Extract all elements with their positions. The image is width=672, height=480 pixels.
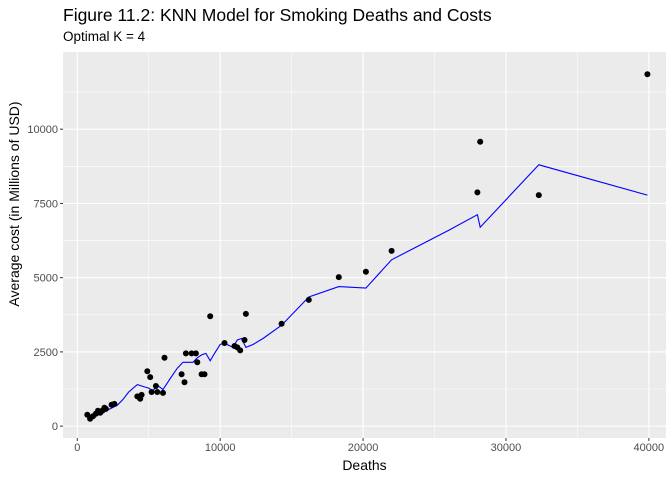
data-point bbox=[388, 247, 395, 254]
data-point bbox=[147, 374, 154, 381]
data-point bbox=[111, 400, 118, 407]
data-point bbox=[242, 310, 249, 317]
data-point bbox=[148, 389, 155, 395]
y-tick-label: 2500 bbox=[34, 347, 58, 359]
data-point bbox=[182, 350, 189, 357]
data-point bbox=[362, 268, 369, 275]
data-point bbox=[305, 296, 312, 303]
x-tick-label: 0 bbox=[74, 442, 80, 454]
y-tick-label: 10000 bbox=[27, 124, 58, 136]
data-point bbox=[644, 71, 651, 78]
data-point bbox=[194, 359, 201, 366]
x-tick-label: 20000 bbox=[348, 442, 379, 454]
x-tick-label: 10000 bbox=[205, 442, 236, 454]
minor-gridlines bbox=[63, 52, 666, 438]
data-point bbox=[138, 391, 145, 398]
chart-subtitle: Optimal K = 4 bbox=[63, 29, 146, 44]
y-tick-label: 5000 bbox=[34, 273, 58, 285]
data-point bbox=[161, 354, 168, 361]
data-point bbox=[160, 389, 166, 396]
data-point bbox=[152, 383, 159, 389]
data-point bbox=[237, 347, 244, 354]
knn-fit-line bbox=[87, 164, 648, 417]
data-point bbox=[181, 379, 188, 386]
data-point bbox=[201, 371, 208, 378]
data-points bbox=[84, 71, 651, 422]
data-point bbox=[207, 313, 214, 320]
y-tick-label: 7500 bbox=[34, 198, 58, 210]
data-point bbox=[535, 192, 542, 199]
data-point bbox=[477, 138, 484, 145]
y-axis-ticks: 0 2500 5000 7500 10000 bbox=[27, 124, 63, 433]
data-point bbox=[278, 320, 285, 327]
chart-title: Figure 11.2: KNN Model for Smoking Death… bbox=[63, 5, 492, 25]
x-axis-label: Deaths bbox=[342, 457, 387, 473]
data-point bbox=[188, 350, 195, 357]
major-gridlines bbox=[63, 52, 666, 438]
data-point bbox=[154, 389, 161, 395]
x-tick-label: 30000 bbox=[491, 442, 522, 454]
data-point bbox=[241, 337, 248, 343]
data-point bbox=[335, 274, 342, 281]
y-axis-label: Average cost (in Millions of USD) bbox=[6, 101, 22, 307]
knn-series-line bbox=[87, 164, 648, 417]
data-point bbox=[221, 340, 228, 346]
data-point bbox=[144, 368, 151, 375]
data-point bbox=[178, 371, 185, 378]
data-point bbox=[102, 405, 109, 412]
data-point bbox=[192, 350, 199, 357]
x-axis-ticks: 0 10000 20000 30000 40000 bbox=[74, 438, 664, 454]
plot-panel bbox=[63, 52, 666, 438]
x-tick-label: 40000 bbox=[634, 442, 665, 454]
data-point bbox=[474, 189, 481, 196]
y-tick-label: 0 bbox=[52, 421, 58, 433]
